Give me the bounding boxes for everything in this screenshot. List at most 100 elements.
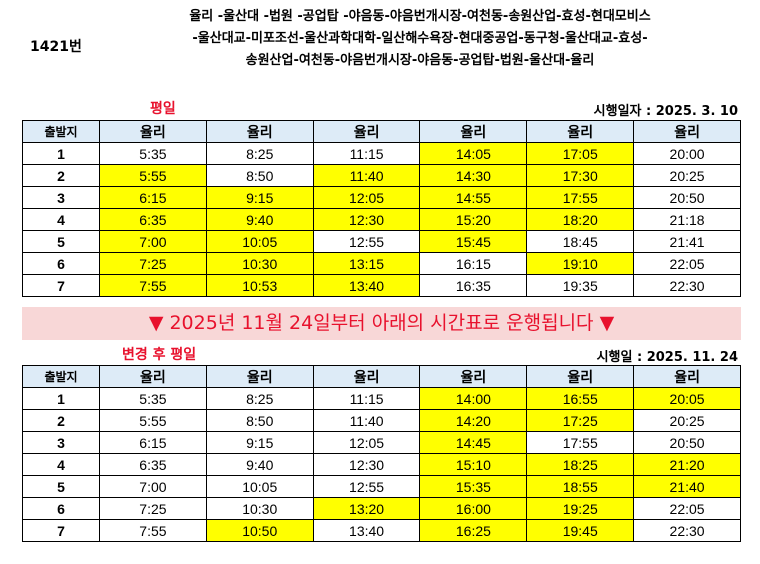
departure-time: 17:25 (526, 409, 635, 432)
column-header: 율리 (312, 365, 421, 388)
departure-time: 17:55 (526, 186, 635, 209)
table-row: 7 7:55 10:53 13:40 16:35 19:35 22:30 (22, 274, 741, 297)
departure-time: 14:30 (419, 164, 528, 187)
column-header: 율리 (205, 120, 314, 143)
departure-time: 16:15 (419, 252, 528, 275)
departure-time: 5:55 (99, 409, 207, 432)
trip-number: 5 (22, 475, 100, 498)
table-row: 6 7:25 10:30 13:15 16:15 19:10 22:05 (22, 252, 741, 275)
departure-time: 14:55 (419, 186, 528, 209)
column-header: 율리 (526, 120, 635, 143)
trip-number: 2 (22, 409, 100, 432)
departure-time: 22:30 (633, 519, 741, 542)
route-description: 율리 -울산대 -법원 -공업탑 -야음동-야음번개시장-여천동-송원산업-효성… (110, 6, 730, 72)
column-header: 율리 (205, 365, 314, 388)
departure-time: 13:40 (312, 519, 421, 542)
departure-time: 12:30 (312, 208, 421, 231)
table-row: 1 5:35 8:25 11:15 14:05 17:05 20:00 (22, 142, 741, 165)
departure-time: 21:41 (633, 230, 741, 253)
departure-time: 9:40 (205, 453, 314, 476)
departure-time: 12:55 (312, 230, 421, 253)
departure-time: 7:00 (99, 475, 207, 498)
departure-time: 5:35 (99, 387, 207, 410)
departure-time: 15:45 (419, 230, 528, 253)
departure-time: 16:00 (419, 497, 528, 520)
column-header: 율리 (419, 120, 528, 143)
departure-time: 18:45 (526, 230, 635, 253)
trip-number: 7 (22, 519, 100, 542)
departure-time: 10:50 (205, 519, 314, 542)
departure-time: 22:05 (633, 252, 741, 275)
trip-number: 4 (22, 208, 100, 231)
changed-weekday-timetable: 출발지 율리 율리 율리 율리 율리 율리 1 5:35 8:25 11:15 14:0… (22, 365, 741, 542)
departure-time: 20:25 (633, 164, 741, 187)
departure-time: 20:50 (633, 431, 741, 454)
departure-time: 7:00 (99, 230, 207, 253)
trip-number: 5 (22, 230, 100, 253)
route-line: -울산대교-미포조선-울산과학대학-일산해수욕장-현대중공업-동구청-울산대교-… (192, 31, 648, 46)
departure-time: 11:15 (312, 387, 421, 410)
departure-time: 19:35 (526, 274, 635, 297)
departure-time: 7:55 (99, 274, 207, 297)
departure-time: 12:55 (312, 475, 421, 498)
departure-time: 7:25 (99, 252, 207, 275)
trip-number: 1 (22, 387, 100, 410)
column-header: 율리 (526, 365, 635, 388)
departure-time: 14:05 (419, 142, 528, 165)
column-header: 율리 (99, 120, 207, 143)
table-row: 6 7:25 10:30 13:20 16:00 19:25 22:05 (22, 497, 741, 520)
weekday-timetable: 출발지 율리 율리 율리 율리 율리 율리 1 5:35 8:25 11:15 14:0… (22, 120, 741, 297)
departure-time: 12:05 (312, 431, 421, 454)
departure-time: 19:10 (526, 252, 635, 275)
departure-time: 9:40 (205, 208, 314, 231)
table-row: 3 6:15 9:15 12:05 14:55 17:55 20:50 (22, 186, 741, 209)
departure-time: 5:35 (99, 142, 207, 165)
table-row: 4 6:35 9:40 12:30 15:10 18:25 21:20 (22, 453, 741, 476)
departure-time: 7:55 (99, 519, 207, 542)
departure-time: 22:05 (633, 497, 741, 520)
effective-date-label: 시행일자 : 2025. 3. 10 (593, 104, 738, 119)
departure-time: 16:55 (526, 387, 635, 410)
trip-number: 6 (22, 497, 100, 520)
departure-time: 21:40 (633, 475, 741, 498)
trip-number: 6 (22, 252, 100, 275)
table-row: 5 7:00 10:05 12:55 15:45 18:45 21:41 (22, 230, 741, 253)
departure-time: 11:40 (312, 409, 421, 432)
trip-number: 3 (22, 431, 100, 454)
departure-time: 15:20 (419, 208, 528, 231)
departure-time: 8:25 (205, 142, 314, 165)
column-header: 율리 (99, 365, 207, 388)
changed-weekday-label: 변경 후 평일 (122, 347, 197, 363)
departure-time: 8:25 (205, 387, 314, 410)
departure-time: 19:25 (526, 497, 635, 520)
departure-time: 21:18 (633, 208, 741, 231)
weekday-label: 평일 (150, 101, 176, 117)
column-header: 율리 (633, 365, 741, 388)
departure-time: 10:05 (205, 475, 314, 498)
departure-time: 14:45 (419, 431, 528, 454)
departure-time: 17:55 (526, 431, 635, 454)
schedule-change-banner: ▼ 2025년 11월 24일부터 아래의 시간표로 운행됩니다 ▼ (22, 307, 741, 340)
departure-time: 16:35 (419, 274, 528, 297)
table-row: 7 7:55 10:50 13:40 16:25 19:45 22:30 (22, 519, 741, 542)
column-header: 율리 (633, 120, 741, 143)
table-row: 2 5:55 8:50 11:40 14:30 17:30 20:25 (22, 164, 741, 187)
departure-time: 10:05 (205, 230, 314, 253)
departure-time: 14:00 (419, 387, 528, 410)
header-row: 출발지 율리 율리 율리 율리 율리 율리 (22, 365, 741, 388)
trip-number: 3 (22, 186, 100, 209)
departure-time: 8:50 (205, 409, 314, 432)
departure-time: 6:15 (99, 186, 207, 209)
departure-time: 13:40 (312, 274, 421, 297)
departure-time: 20:00 (633, 142, 741, 165)
departure-time: 18:55 (526, 475, 635, 498)
departure-time: 11:15 (312, 142, 421, 165)
departure-time: 10:30 (205, 252, 314, 275)
departure-time: 9:15 (205, 431, 314, 454)
departure-time: 5:55 (99, 164, 207, 187)
table-row: 1 5:35 8:25 11:15 14:00 16:55 20:05 (22, 387, 741, 410)
departure-time: 16:25 (419, 519, 528, 542)
departure-time: 8:50 (205, 164, 314, 187)
table-row: 5 7:00 10:05 12:55 15:35 18:55 21:40 (22, 475, 741, 498)
departure-time: 22:30 (633, 274, 741, 297)
